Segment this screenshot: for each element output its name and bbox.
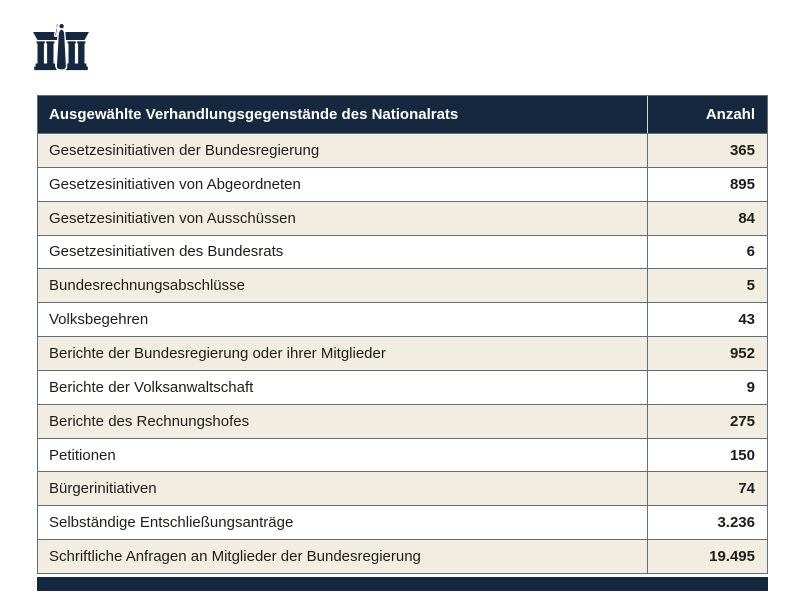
table-row: Schriftliche Anfragen an Mitglieder der … [38, 539, 767, 573]
table-header-title: Ausgewählte Verhandlungsgegenstände des … [49, 106, 459, 123]
table-row-label: Selbständige Entschließungsanträge [49, 514, 294, 532]
table-row-label: Gesetzesinitiativen des Bundesrats [49, 243, 284, 261]
table-row-label: Bürgerinitiativen [49, 480, 157, 498]
table-header-row: Ausgewählte Verhandlungsgegenstände des … [38, 96, 767, 133]
table-row-value: 5 [647, 269, 767, 303]
table-row-label: Gesetzesinitiativen der Bundesregierung [49, 141, 320, 159]
table-row: Selbständige Entschließungsanträge 3.236 [38, 505, 767, 540]
table-row: Bundesrechnungsabschlüsse 5 [38, 268, 767, 303]
table-row-value: 952 [647, 337, 767, 370]
table-row-label: Berichte der Volksanwaltschaft [49, 378, 254, 396]
table-row-value: 275 [647, 404, 767, 438]
table-row-label: Gesetzesinitiativen von Abgeordneten [49, 175, 301, 193]
table-row-label: Schriftliche Anfragen an Mitglieder der … [49, 548, 421, 566]
table-row-value: 84 [647, 201, 767, 235]
austrian-parliament-logo [33, 22, 89, 72]
table-row-label: Bundesrechnungsabschlüsse [49, 277, 245, 295]
table-row: Gesetzesinitiativen des Bundesrats 6 [38, 234, 767, 269]
table-row: Berichte des Rechnungshofes 275 [38, 403, 767, 438]
athena-statue-icon [53, 22, 68, 71]
table-row-value: 19.495 [647, 540, 767, 573]
table-row: Bürgerinitiativen 74 [38, 471, 767, 506]
table-row: Volksbegehren 43 [38, 302, 767, 337]
table-header-anzahl: Anzahl [647, 96, 767, 133]
table-row: Berichte der Volksanwaltschaft 9 [38, 369, 767, 404]
table-row: Berichte der Bundesregierung oder ihrer … [38, 336, 767, 370]
table-row-value: 6 [647, 235, 767, 269]
table-body: Gesetzesinitiativen der Bundesregierung … [38, 133, 767, 573]
table-row-label: Volksbegehren [49, 311, 149, 329]
table-row-value: 74 [647, 472, 767, 506]
table-row: Gesetzesinitiativen von Ausschüssen 84 [38, 200, 767, 235]
table-row-value: 895 [647, 167, 767, 201]
negotiation-items-table: Ausgewählte Verhandlungsgegenstände des … [37, 95, 768, 574]
table-row-label: Petitionen [49, 446, 116, 464]
table-row-value: 150 [647, 438, 767, 472]
table-row-label: Gesetzesinitiativen von Ausschüssen [49, 209, 296, 227]
parliament-temple-icon [33, 22, 89, 71]
table-row-value: 365 [647, 134, 767, 167]
table-row: Gesetzesinitiativen der Bundesregierung … [38, 133, 767, 167]
table-row: Gesetzesinitiativen von Abgeordneten 895 [38, 166, 767, 201]
table-row-value: 9 [647, 370, 767, 404]
table-row-value: 3.236 [647, 506, 767, 540]
table-row-label: Berichte des Rechnungshofes [49, 412, 250, 430]
table-row: Petitionen 150 [38, 437, 767, 472]
table-row-label: Berichte der Bundesregierung oder ihrer … [49, 344, 386, 362]
footer-bar [37, 577, 768, 591]
table-row-value: 43 [647, 303, 767, 337]
